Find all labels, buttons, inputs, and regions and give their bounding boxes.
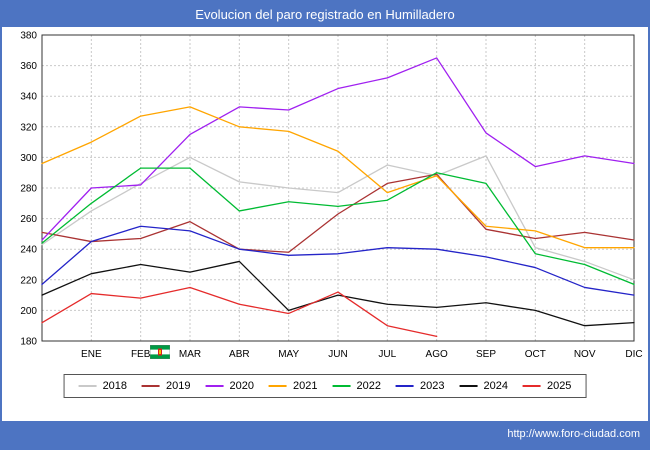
legend-label-2021: 2021 xyxy=(293,380,318,392)
legend-swatch-2023 xyxy=(395,385,414,387)
footer-bar: http://www.foro-ciudad.com xyxy=(2,421,648,448)
andalusia-flag-icon xyxy=(149,344,171,360)
legend-swatch-2019 xyxy=(142,385,161,387)
legend-swatch-2025 xyxy=(522,385,541,387)
x-tick-label: MAR xyxy=(179,349,201,360)
series-line-2020 xyxy=(41,57,635,241)
x-tick-label: SEP xyxy=(476,349,496,360)
legend-swatch-2020 xyxy=(205,385,224,387)
series-line-2022 xyxy=(41,167,635,286)
legend-item-2025: 2025 xyxy=(522,380,572,392)
legend-swatch-2022 xyxy=(332,385,351,387)
x-tick-label: AGO xyxy=(426,349,448,360)
y-tick-label: 380 xyxy=(20,31,37,42)
legend-label-2023: 2023 xyxy=(419,380,445,392)
x-tick-label: DIC xyxy=(625,349,642,360)
legend-item-2022: 2022 xyxy=(332,380,381,392)
page-title: Evolucion del paro registrado en Humilla… xyxy=(2,2,648,27)
y-tick-label: 300 xyxy=(20,153,37,164)
x-tick-label: JUL xyxy=(378,349,396,360)
series-line-2019 xyxy=(41,173,635,253)
legend-label-2022: 2022 xyxy=(356,380,381,392)
legend-item-2019: 2019 xyxy=(142,380,191,392)
legend-item-2020: 2020 xyxy=(205,380,255,392)
x-tick-label: MAY xyxy=(278,349,299,360)
plot-border xyxy=(41,34,635,342)
legend-swatch-2021 xyxy=(269,385,288,387)
y-tick-label: 180 xyxy=(20,337,37,348)
x-tick-label: FEB xyxy=(131,349,151,360)
legend-label-2019: 2019 xyxy=(166,380,191,392)
legend-item-2018: 2018 xyxy=(78,380,128,392)
y-tick-label: 280 xyxy=(20,184,37,195)
series-line-2023 xyxy=(41,225,635,296)
series-line-2025 xyxy=(41,286,438,338)
y-tick-label: 340 xyxy=(20,92,37,103)
y-tick-label: 320 xyxy=(20,122,37,133)
series-line-2018 xyxy=(41,155,635,281)
legend-label-2020: 2020 xyxy=(229,380,255,392)
y-tick-label: 220 xyxy=(20,275,37,286)
legend: 2018 2019 2020 2021 2022 2023 2024 2025 xyxy=(63,374,587,398)
y-tick-label: 260 xyxy=(20,214,37,225)
x-tick-label: JUN xyxy=(328,349,347,360)
x-tick-label: ABR xyxy=(229,349,250,360)
series-line-2021 xyxy=(41,106,635,249)
x-tick-label: ENE xyxy=(81,349,102,360)
y-tick-label: 200 xyxy=(20,306,37,317)
legend-item-2021: 2021 xyxy=(269,380,318,392)
legend-swatch-2024 xyxy=(459,385,478,387)
legend-item-2023: 2023 xyxy=(395,380,445,392)
unemployment-line-chart: 180 200 220 240 260 280 300 320 340 360 380 ENE FEB M… xyxy=(20,31,642,361)
series-line-2024 xyxy=(41,260,635,327)
x-tick-label: OCT xyxy=(525,349,546,360)
y-tick-label: 240 xyxy=(20,245,37,256)
legend-label-2025: 2025 xyxy=(546,380,572,392)
y-tick-label: 360 xyxy=(20,61,37,72)
legend-label-2018: 2018 xyxy=(102,380,128,392)
x-tick-label: NOV xyxy=(574,349,596,360)
legend-item-2024: 2024 xyxy=(459,380,508,392)
legend-label-2024: 2024 xyxy=(483,380,508,392)
legend-swatch-2018 xyxy=(78,385,97,387)
footer-url[interactable]: http://www.foro-ciudad.com xyxy=(507,428,640,440)
